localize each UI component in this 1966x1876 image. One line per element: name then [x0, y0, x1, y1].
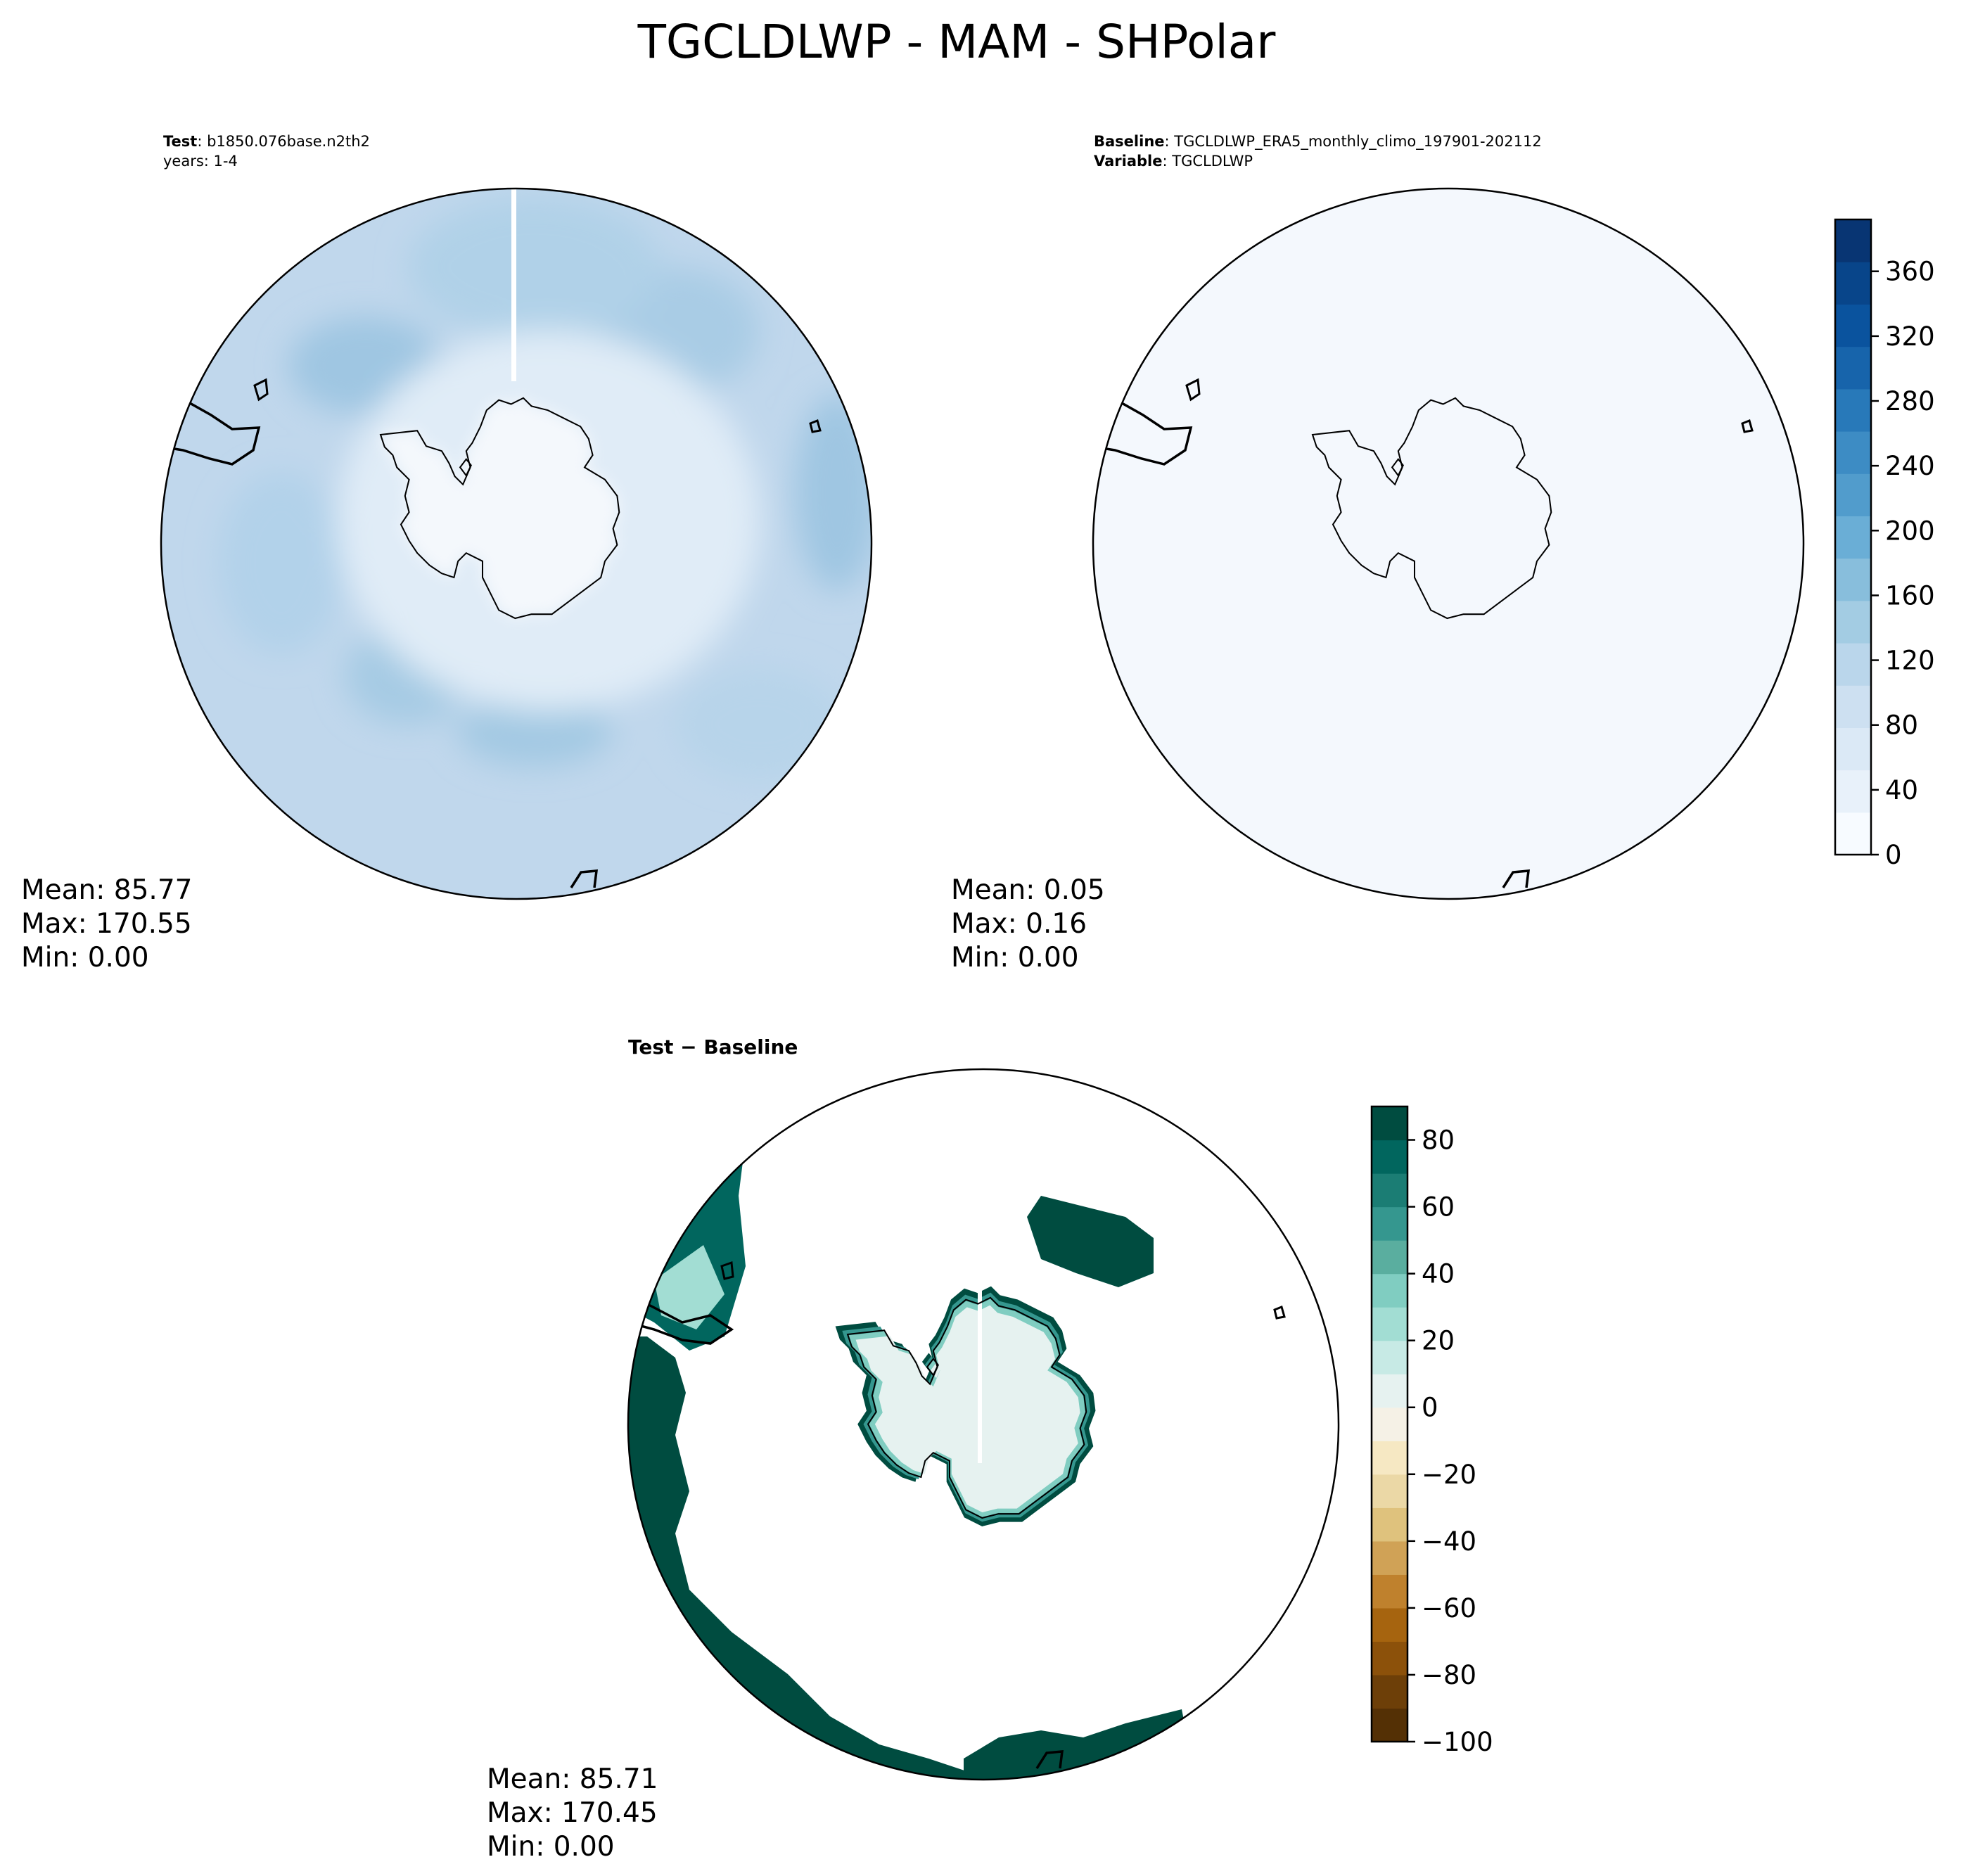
colorbar-swatch	[1372, 1106, 1408, 1141]
colorbar-tick-label: 240	[1885, 451, 1935, 481]
colorbar-swatch	[1372, 1641, 1408, 1676]
variable-name: : TGCLDLWP	[1162, 153, 1253, 170]
difference-mean: Mean: 85.71	[487, 1763, 658, 1795]
colorbar-swatch	[1835, 685, 1871, 728]
colorbar-swatch	[1835, 262, 1871, 305]
baseline-case: : TGCLDLWP_ERA5_monthly_climo_197901-202…	[1165, 133, 1542, 151]
test-case: : b1850.076base.n2th2	[197, 133, 370, 150]
baseline-variable: Variable: TGCLDLWP	[1094, 153, 1253, 170]
colorbar-difference: 80 60 40 20 0 −20 −40 −60 −80 −100	[1370, 1105, 1493, 1757]
colorbar-tick-label: 160	[1885, 580, 1935, 611]
colorbar-swatch	[1372, 1340, 1408, 1374]
difference-panel: Test − Baseline	[487, 1035, 1340, 1863]
colorbar-swatch	[1372, 1607, 1408, 1642]
colorbar-swatch	[1372, 1708, 1408, 1742]
colorbar-tick-label: 80	[1422, 1125, 1455, 1156]
colorbar-swatch	[1835, 388, 1871, 432]
difference-title: Test − Baseline	[628, 1035, 798, 1059]
colorbar-tick-label: −80	[1422, 1660, 1476, 1690]
colorbar-tick-label: 120	[1885, 646, 1935, 676]
baseline-header: Baseline: TGCLDLWP_ERA5_monthly_climo_19…	[1094, 133, 1542, 151]
figure-title: TGCLDLWP - MAM - SHPolar	[637, 15, 1277, 69]
test-map	[161, 189, 872, 899]
colorbar-swatch	[1372, 1173, 1408, 1208]
colorbar-swatch	[1372, 1374, 1408, 1408]
difference-max: Max: 170.45	[487, 1797, 658, 1829]
test-header: Test: b1850.076base.n2th2	[163, 133, 370, 150]
colorbar-swatch	[1372, 1507, 1408, 1542]
test-label: Test	[163, 133, 197, 150]
colorbar-tick-label: 20	[1422, 1326, 1455, 1356]
colorbar-tick-label: 320	[1885, 321, 1935, 352]
colorbar-swatch	[1372, 1540, 1408, 1575]
test-panel: Test: b1850.076base.n2th2 years: 1-4	[21, 133, 873, 974]
colorbar-swatch	[1372, 1240, 1408, 1275]
test-max: Max: 170.55	[21, 908, 192, 940]
colorbar-tick-label: 60	[1422, 1192, 1455, 1223]
colorbar-swatch	[1835, 727, 1871, 771]
colorbar-swatch	[1835, 770, 1871, 813]
colorbar-swatch	[1835, 219, 1871, 262]
colorbar-swatch	[1835, 346, 1871, 390]
colorbar-swatch	[1372, 1206, 1408, 1241]
colorbar-swatch	[1372, 1674, 1408, 1709]
colorbar-swatch	[1372, 1407, 1408, 1441]
test-min: Min: 0.00	[21, 942, 149, 974]
colorbar-tick-label: 40	[1885, 775, 1918, 805]
colorbar-swatch	[1835, 643, 1871, 686]
colorbar-tick-label: 0	[1422, 1393, 1438, 1423]
colorbar-tick-label: 280	[1885, 386, 1935, 416]
colorbar-swatch	[1835, 812, 1871, 855]
test-mean: Mean: 85.77	[21, 874, 192, 906]
colorbar-tick-label: 360	[1885, 257, 1935, 287]
colorbar-swatch	[1372, 1474, 1408, 1508]
colorbar-swatch	[1372, 1307, 1408, 1341]
baseline-map	[1093, 189, 1804, 899]
colorbar-swatch	[1372, 1574, 1408, 1609]
colorbar-main: 0 40 80 120 160 200 240 280 320 360	[1834, 218, 1935, 870]
baseline-mean: Mean: 0.05	[951, 874, 1105, 906]
colorbar-tick-label: −40	[1422, 1526, 1476, 1557]
difference-min: Min: 0.00	[487, 1831, 615, 1863]
colorbar-frame	[1834, 218, 1872, 856]
colorbar-tick-label: 40	[1422, 1259, 1455, 1289]
colorbar-swatch	[1835, 600, 1871, 644]
baseline-min: Min: 0.00	[951, 942, 1079, 974]
colorbar-frame	[1370, 1105, 1409, 1743]
colorbar-tick-label: 200	[1885, 516, 1935, 546]
colorbar-tick-label: 80	[1885, 710, 1918, 741]
colorbar-tick-label: −60	[1422, 1593, 1476, 1623]
colorbar-swatch	[1372, 1273, 1408, 1308]
colorbar-swatch	[1372, 1441, 1408, 1475]
test-years: years: 1-4	[163, 153, 238, 170]
colorbar-tick-label: −100	[1422, 1727, 1493, 1757]
colorbar-swatch	[1835, 558, 1871, 601]
colorbar-swatch	[1835, 304, 1871, 347]
colorbar-swatch	[1835, 516, 1871, 559]
baseline-max: Max: 0.16	[951, 908, 1087, 940]
colorbar-swatch	[1372, 1140, 1408, 1174]
variable-label: Variable	[1094, 153, 1162, 170]
difference-map	[628, 1069, 1339, 1780]
colorbar-tick-label: −20	[1422, 1460, 1476, 1490]
baseline-panel: Baseline: TGCLDLWP_ERA5_monthly_climo_19…	[951, 133, 1805, 974]
colorbar-tick-label: 0	[1885, 840, 1902, 870]
colorbar-swatch	[1835, 473, 1871, 516]
baseline-label: Baseline	[1094, 133, 1165, 150]
colorbar-swatch	[1835, 431, 1871, 474]
